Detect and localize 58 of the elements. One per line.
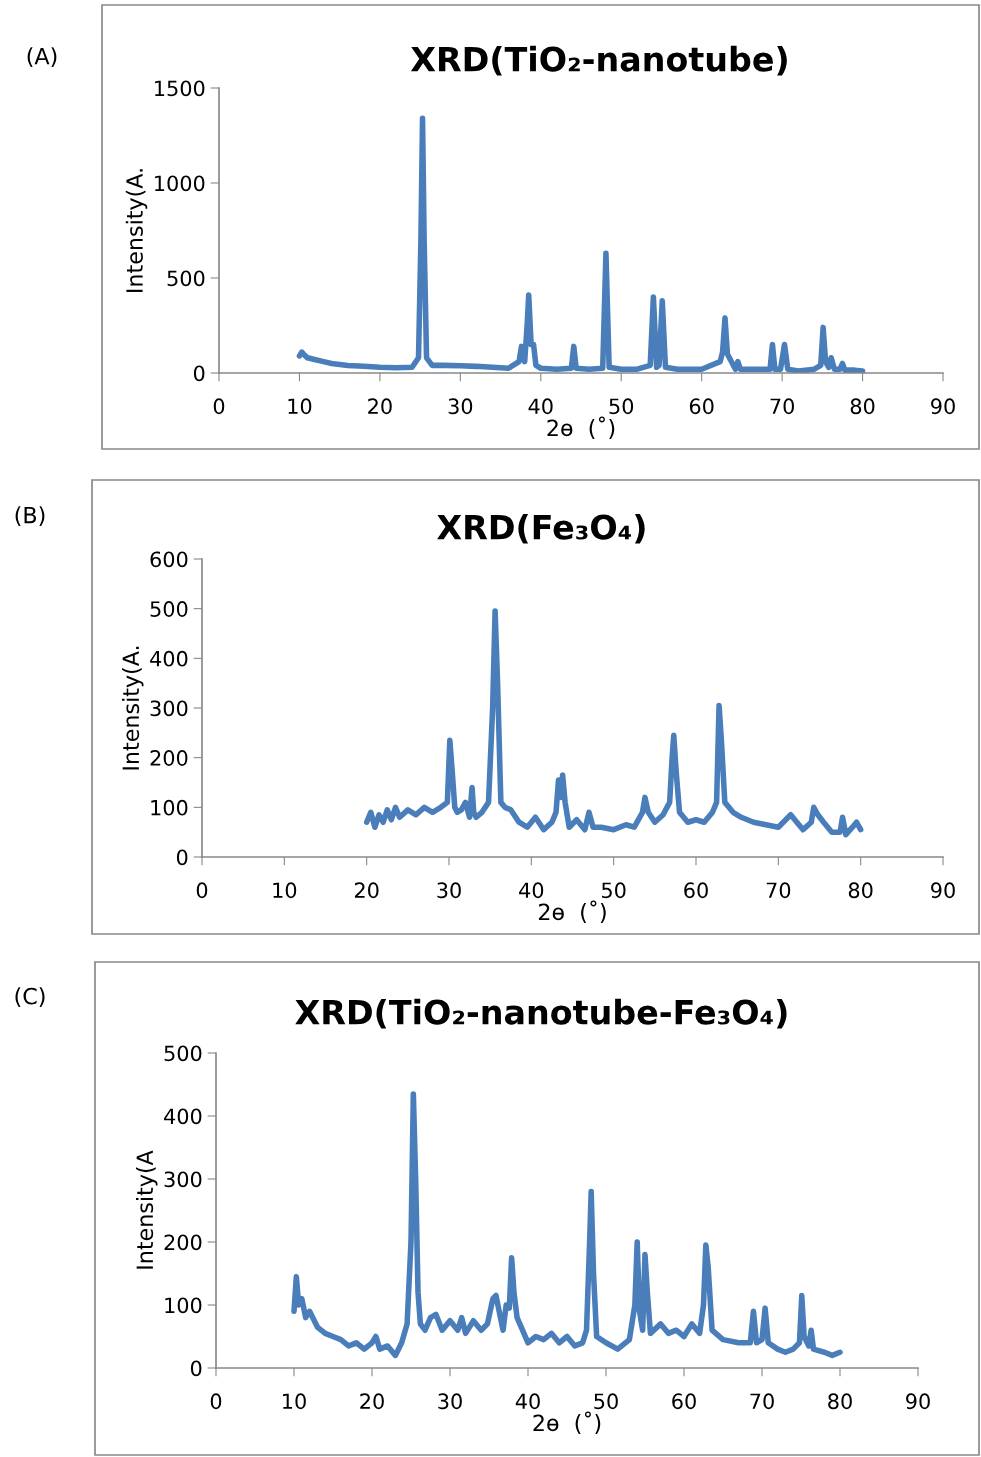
y-tick-label: 200 bbox=[150, 750, 188, 766]
text: (A) bbox=[27, 47, 57, 68]
x-tick-label: 60 bbox=[689, 398, 714, 415]
y-tick-label: 1500 bbox=[155, 80, 205, 97]
y-tick-label: 100 bbox=[165, 1297, 202, 1314]
y-tick-label: 0 bbox=[193, 365, 205, 382]
x-tick-label: 10 bbox=[288, 398, 312, 415]
x-tick-label: 90 bbox=[931, 882, 955, 899]
x-tick-label: 50 bbox=[602, 882, 626, 899]
y-tick-label: 300 bbox=[150, 700, 188, 717]
chart-title: XRD(TiO₂-nanotube) bbox=[410, 45, 787, 76]
x-tick-label: 50 bbox=[594, 1393, 618, 1410]
y-axis-title: Intensity(A bbox=[135, 1150, 158, 1269]
x-tick-label: 80 bbox=[848, 882, 873, 899]
x-tick-label: 50 bbox=[609, 398, 634, 415]
x-tick-label: 40 bbox=[515, 1393, 540, 1410]
x-tick-label: 0 bbox=[210, 1393, 222, 1410]
x-tick-label: 10 bbox=[273, 882, 297, 899]
x-axis-title: 2ɵ (˚) bbox=[538, 900, 606, 923]
y-tick-label: 400 bbox=[164, 1108, 202, 1125]
x-tick-label: 0 bbox=[213, 398, 225, 415]
x-tick-label: 40 bbox=[528, 398, 553, 415]
y-tick-label: 500 bbox=[167, 270, 205, 287]
x-tick-label: 20 bbox=[368, 398, 392, 415]
x-tick-label: 60 bbox=[672, 1393, 696, 1410]
y-tick-label: 1000 bbox=[155, 175, 205, 192]
y-tick-label: 500 bbox=[164, 1045, 202, 1062]
x-tick-label: 80 bbox=[828, 1393, 852, 1410]
x-tick-label: 70 bbox=[770, 398, 794, 415]
chart-title: XRD(TiO₂-nanotube-Fe₃O₄) bbox=[295, 998, 787, 1029]
x-tick-label: 40 bbox=[519, 882, 544, 899]
chart-title: XRD(Fe₃O₄) bbox=[437, 513, 645, 544]
y-axis-title: Intensity(A. bbox=[125, 169, 148, 292]
x-axis-title: 2ɵ (˚) bbox=[547, 416, 615, 439]
x-tick-label: 80 bbox=[850, 398, 875, 415]
y-tick-label: 0 bbox=[190, 1360, 202, 1377]
y-tick-label: 600 bbox=[150, 551, 188, 568]
y-tick-label: 200 bbox=[164, 1234, 202, 1251]
x-tick-label: 20 bbox=[360, 1393, 384, 1410]
x-tick-label: 20 bbox=[354, 882, 379, 899]
y-tick-label: 300 bbox=[164, 1171, 202, 1188]
text: (B) bbox=[15, 506, 45, 527]
x-tick-label: 90 bbox=[931, 398, 955, 415]
text: (C) bbox=[15, 987, 45, 1008]
x-tick-label: 70 bbox=[750, 1393, 774, 1410]
x-tick-label: 60 bbox=[684, 882, 708, 899]
x-tick-label: 30 bbox=[438, 1393, 462, 1410]
x-tick-label: 10 bbox=[283, 1393, 306, 1410]
y-axis-title: Intensity(A. bbox=[121, 646, 144, 770]
x-tick-label: 30 bbox=[437, 882, 461, 899]
x-tick-label: 70 bbox=[766, 882, 791, 899]
y-tick-label: 400 bbox=[150, 650, 188, 667]
y-tick-label: 500 bbox=[150, 601, 188, 617]
y-tick-label: 0 bbox=[176, 849, 188, 866]
x-axis-title: 2ɵ (˚) bbox=[533, 1411, 601, 1434]
y-tick-label: 100 bbox=[151, 799, 188, 816]
x-tick-label: 90 bbox=[906, 1393, 930, 1410]
x-tick-label: 30 bbox=[448, 398, 473, 415]
